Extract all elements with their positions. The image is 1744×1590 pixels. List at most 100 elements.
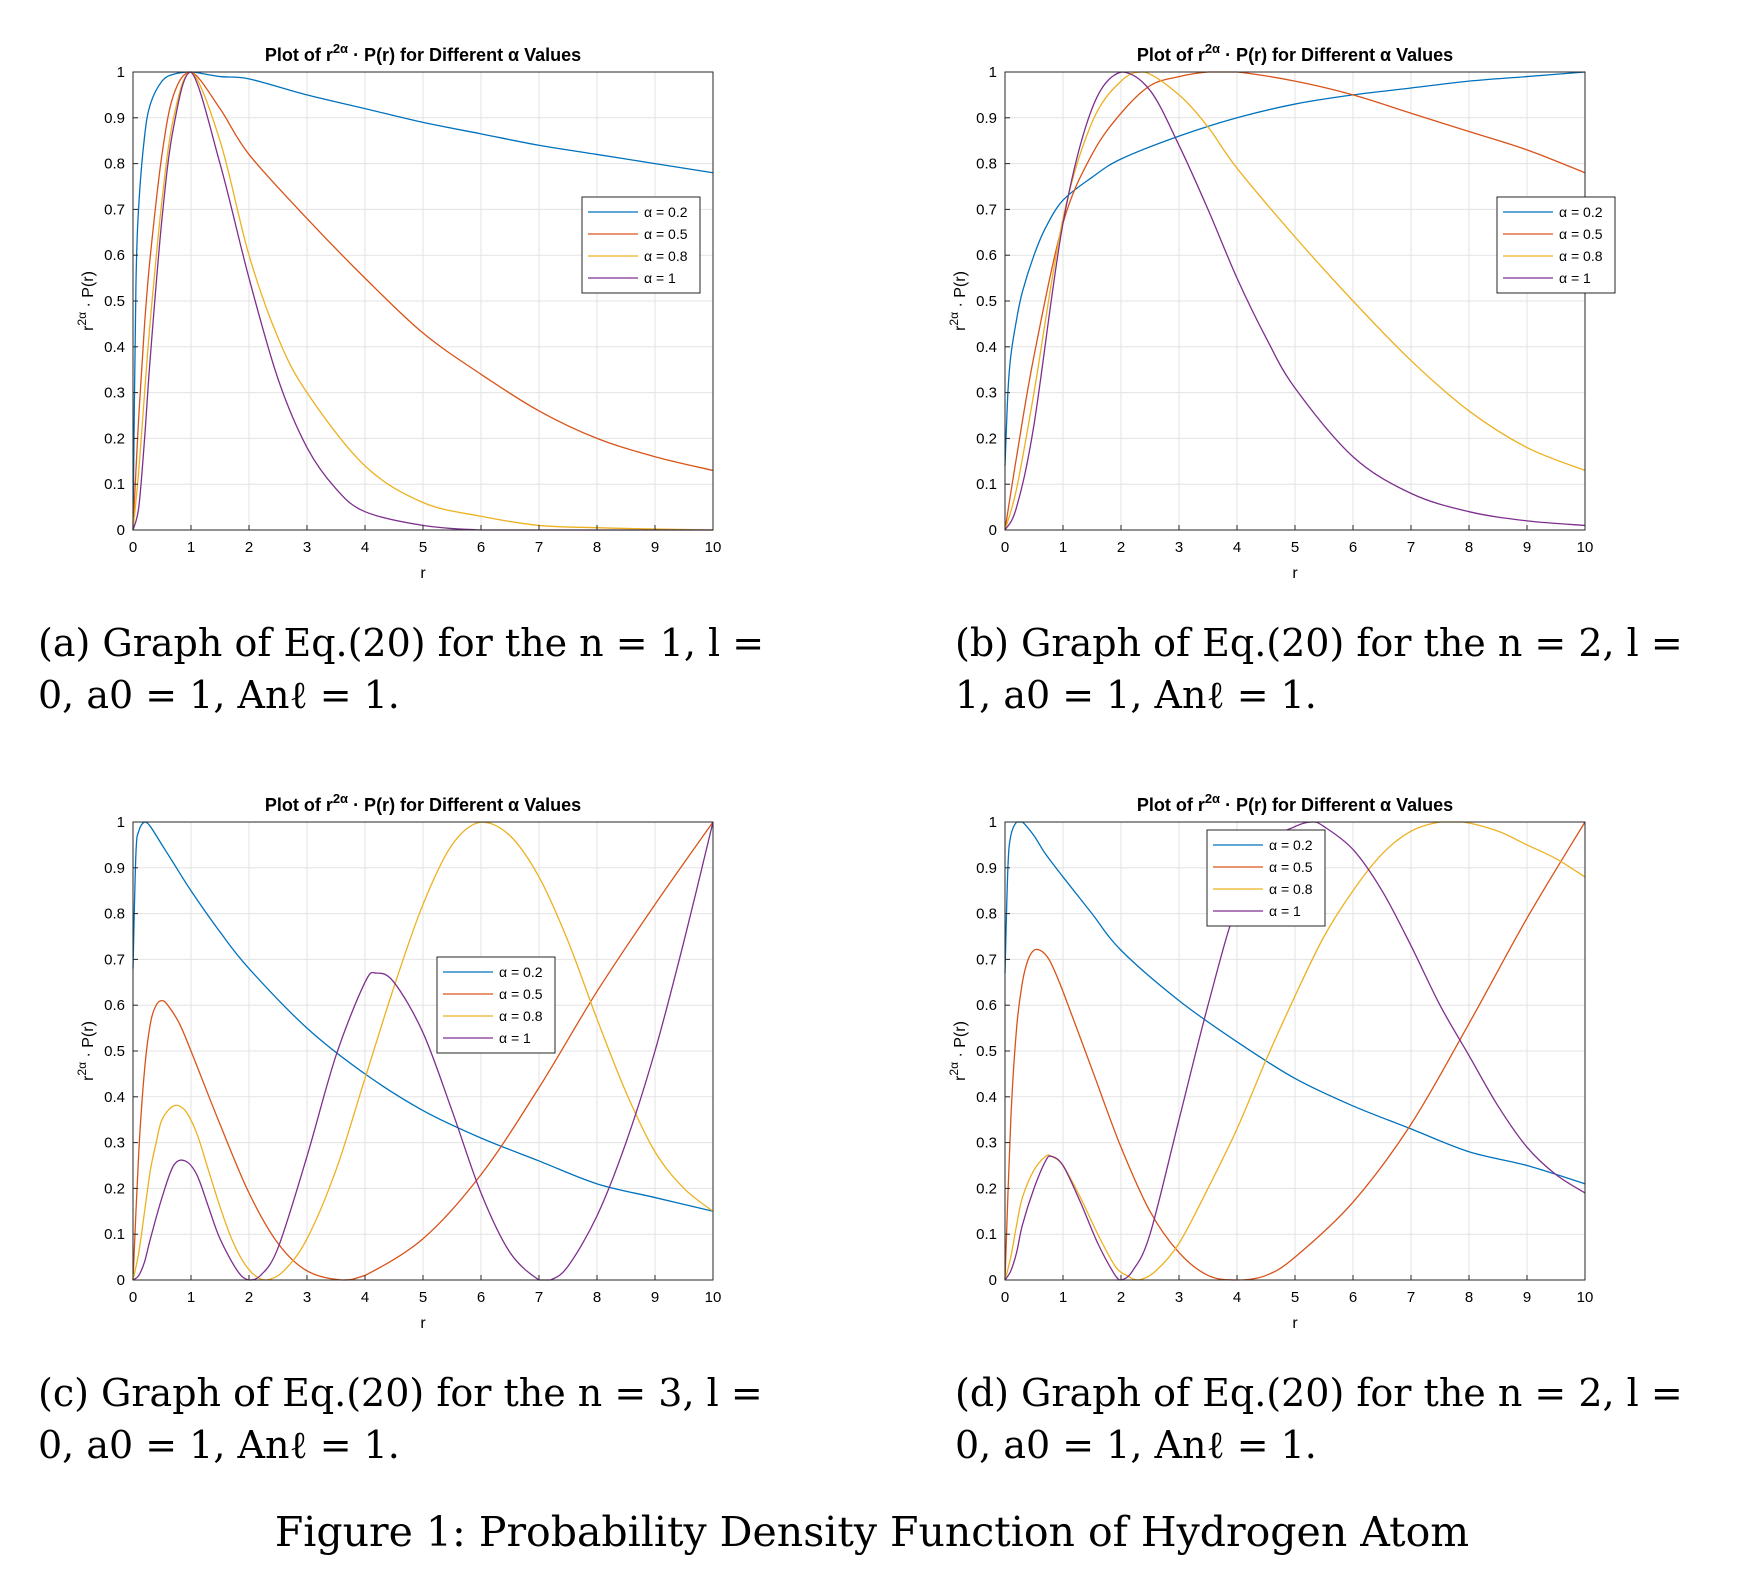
- y-tick-label: 0: [989, 1272, 997, 1289]
- caption-b: (b) Graph of Eq.(20) for the n = 2, l = …: [955, 617, 1715, 721]
- x-tick-label: 2: [245, 1289, 253, 1306]
- x-tick-label: 6: [477, 539, 485, 556]
- y-tick-label: 0.5: [104, 293, 125, 310]
- y-tick-label: 0.3: [104, 1135, 125, 1152]
- legend-entry: α = 0.8: [1269, 881, 1313, 897]
- y-tick-label: 1: [989, 64, 997, 81]
- chart-title: Plot of r2α · P(r) for Different α Value…: [1137, 41, 1453, 65]
- x-tick-label: 3: [303, 1289, 311, 1306]
- legend-entry: α = 1: [1269, 903, 1301, 919]
- y-tick-label: 0.9: [104, 110, 125, 127]
- legend-entry: α = 1: [644, 270, 676, 286]
- y-tick-label: 0.3: [104, 385, 125, 402]
- y-tick-label: 0.1: [104, 1226, 125, 1243]
- x-tick-label: 5: [419, 1289, 427, 1306]
- x-tick-label: 9: [1523, 1289, 1531, 1306]
- chart-d: 0 1 2 3 4 5 6 7 8 9 10 0 0.1 0.2 0.3 0.4 0.5 0.6 0.7 0.8 0.9…: [947, 791, 1593, 1332]
- caption-a-line-1: (a) Graph of Eq.(20) for the n = 1, l =: [38, 621, 765, 665]
- series-line-2: [132, 821, 714, 1281]
- x-tick-label: 4: [361, 539, 369, 556]
- legend-entry: α = 1: [499, 1030, 531, 1046]
- x-tick-label: 1: [1059, 1289, 1067, 1306]
- legend-box: [581, 196, 701, 294]
- panel-d: 0 1 2 3 4 5 6 7 8 9 10 0 0.1 0.2 0.3 0.4 0.5 0.6 0.7 0.8 0.9…: [872, 750, 1744, 1490]
- series-line-1: [1004, 821, 1586, 1185]
- y-tick-label: 0.9: [104, 860, 125, 877]
- x-tick-label: 1: [1059, 539, 1067, 556]
- y-tick-label: 0.7: [104, 201, 125, 218]
- x-tick-label: 8: [1465, 539, 1473, 556]
- legend-entry: α = 0.8: [499, 1008, 543, 1024]
- x-tick-label: 4: [1233, 539, 1241, 556]
- y-tick-label: 0.7: [976, 951, 997, 968]
- x-tick-label: 0: [129, 1289, 137, 1306]
- x-axis-label: r: [420, 1315, 426, 1332]
- x-axis-label: r: [420, 565, 426, 582]
- x-tick-label: 2: [1117, 1289, 1125, 1306]
- panel-c: 0 1 2 3 4 5 6 7 8 9 10 0 0.1 0.2 0.3 0.4 0.5 0.6 0.7 0.8 0.9…: [0, 750, 872, 1490]
- legend-box: [1206, 829, 1326, 927]
- legend-entry: α = 0.8: [644, 248, 688, 264]
- caption-d-line-2: 0, a0 = 1, Anℓ = 1.: [955, 1423, 1317, 1467]
- caption-d: (d) Graph of Eq.(20) for the n = 2, l = …: [955, 1367, 1715, 1471]
- y-tick-label: 0.5: [976, 293, 997, 310]
- tick-labels: 0 1 2 3 4 5 6 7 8 9 10 0 0.1 0.2 0.3 0.4 0.5 0.6 0.7 0.8 0.9…: [976, 814, 1593, 1306]
- x-tick-label: 7: [535, 539, 543, 556]
- tick-labels: 0 1 2 3 4 5 6 7 8 9 10 0 0.1 0.2 0.3 0.4 0.5 0.6 0.7 0.8 0.9…: [976, 64, 1593, 556]
- y-tick-label: 0.4: [976, 339, 997, 356]
- caption-a-line-2: 0, a0 = 1, Anℓ = 1.: [38, 673, 400, 717]
- x-tick-label: 2: [245, 539, 253, 556]
- x-tick-label: 10: [1577, 539, 1594, 556]
- x-tick-label: 4: [1233, 1289, 1241, 1306]
- x-tick-label: 8: [1465, 1289, 1473, 1306]
- panel-b: 0 1 2 3 4 5 6 7 8 9 10 0 0.1 0.2 0.3 0.4 0.5 0.6 0.7 0.8 0.9…: [872, 0, 1744, 740]
- series-line-2: [132, 71, 714, 531]
- x-tick-label: 7: [1407, 539, 1415, 556]
- chart-c: 0 1 2 3 4 5 6 7 8 9 10 0 0.1 0.2 0.3 0.4 0.5 0.6 0.7 0.8 0.9…: [75, 791, 722, 1332]
- y-tick-label: 0.9: [976, 110, 997, 127]
- x-tick-label: 5: [1291, 539, 1299, 556]
- y-tick-label: 0.8: [104, 906, 125, 923]
- series-line-3: [132, 821, 714, 1281]
- legend-entry: α = 0.8: [1559, 248, 1603, 264]
- y-tick-label: 1: [117, 814, 125, 831]
- legend: α = 0.2 α = 0.5 α = 0.8 α = 1: [581, 196, 701, 294]
- y-tick-label: 0.1: [976, 476, 997, 493]
- y-tick-label: 0: [117, 1272, 125, 1289]
- series-group: [1004, 821, 1586, 1281]
- legend-entry: α = 0.2: [644, 204, 688, 220]
- y-tick-label: 0.2: [976, 1180, 997, 1197]
- y-axis-label: r2α · P(r): [947, 1021, 969, 1081]
- legend: α = 0.2 α = 0.5 α = 0.8 α = 1: [1206, 829, 1326, 927]
- x-tick-label: 1: [187, 1289, 195, 1306]
- x-tick-label: 4: [361, 1289, 369, 1306]
- legend-entry: α = 0.5: [1559, 226, 1603, 242]
- series-line-1: [132, 821, 714, 1212]
- y-tick-label: 0.7: [976, 201, 997, 218]
- x-tick-label: 5: [419, 539, 427, 556]
- x-tick-label: 6: [1349, 539, 1357, 556]
- tick-labels: 0 1 2 3 4 5 6 7 8 9 10 0 0.1 0.2 0.3 0.4 0.5 0.6 0.7 0.8 0.9…: [104, 64, 721, 556]
- x-tick-label: 7: [535, 1289, 543, 1306]
- y-tick-label: 0.7: [104, 951, 125, 968]
- legend-box: [1496, 196, 1616, 294]
- x-tick-label: 6: [1349, 1289, 1357, 1306]
- y-tick-label: 0.6: [976, 247, 997, 264]
- legend-entry: α = 0.2: [1269, 837, 1313, 853]
- legend-entry: α = 1: [1559, 270, 1591, 286]
- caption-b-line-2: 1, a0 = 1, Anℓ = 1.: [955, 673, 1317, 717]
- x-tick-label: 5: [1291, 1289, 1299, 1306]
- legend-box: [436, 956, 556, 1054]
- figure-caption: Figure 1: Probability Density Function o…: [274, 1508, 1470, 1556]
- y-tick-label: 0.8: [976, 906, 997, 923]
- x-tick-label: 10: [705, 1289, 722, 1306]
- x-axis-label: r: [1292, 565, 1298, 582]
- y-tick-label: 0.5: [104, 1043, 125, 1060]
- y-tick-label: 0.3: [976, 385, 997, 402]
- chart-title: Plot of r2α · P(r) for Different α Value…: [265, 41, 581, 65]
- y-tick-label: 0.6: [976, 997, 997, 1014]
- y-tick-label: 0.6: [104, 997, 125, 1014]
- series-line-4: [1004, 71, 1586, 531]
- legend-entry: α = 0.5: [499, 986, 543, 1002]
- x-tick-label: 0: [1001, 1289, 1009, 1306]
